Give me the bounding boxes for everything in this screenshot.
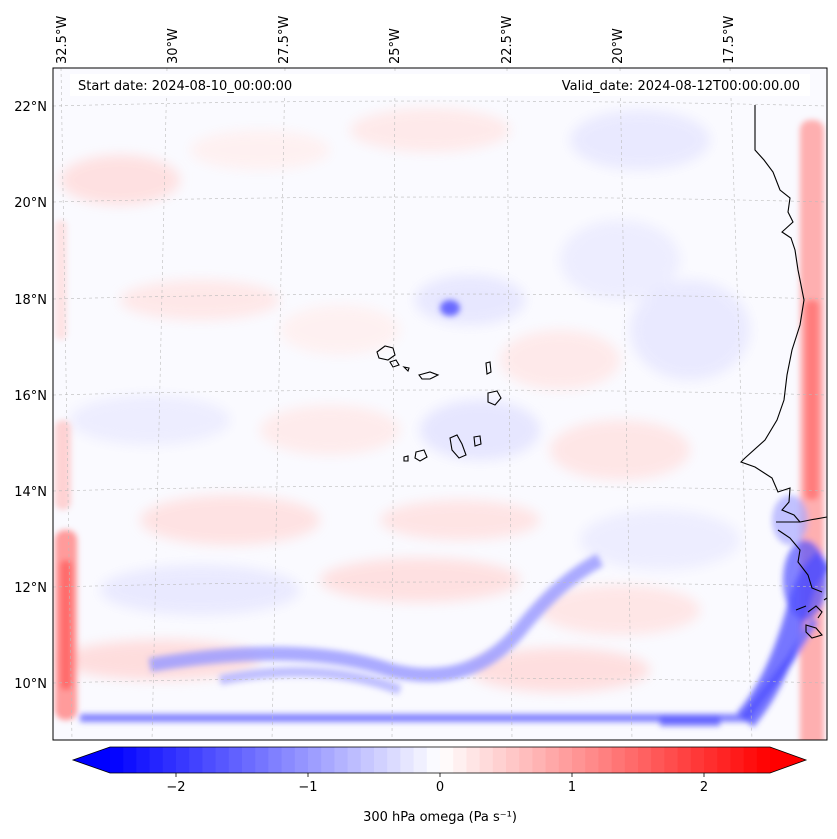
colorbar-segment xyxy=(717,747,731,773)
colorbar-segment xyxy=(730,747,744,773)
colorbar-segment xyxy=(743,747,758,773)
colorbar-segment xyxy=(347,747,362,773)
colorbar-segment xyxy=(585,747,599,773)
colorbar-segment xyxy=(136,747,150,773)
longitude-labels: 32.5°W 30°W 27.5°W 25°W 22.5°W 20°W 17.5… xyxy=(55,16,737,64)
colorbar-segment xyxy=(506,747,520,773)
valid-date-label: Valid_date: 2024-08-12T00:00:00.00 xyxy=(562,79,800,94)
colorbar-segment xyxy=(545,747,560,773)
colorbar-segment xyxy=(242,747,256,773)
colorbar-segment xyxy=(308,747,322,773)
colorbar-segment xyxy=(756,747,771,773)
island-maio xyxy=(473,435,482,447)
colorbar-segment xyxy=(651,747,665,773)
colorbar-extend-low xyxy=(73,747,110,773)
colorbar-segment xyxy=(598,747,612,773)
colorbar-segment xyxy=(123,747,137,773)
map-frame xyxy=(52,67,828,741)
colorbar-segment xyxy=(281,747,296,773)
lon-label-32-5w: 32.5°W xyxy=(55,16,70,64)
lon-label-25w: 25°W xyxy=(388,28,403,64)
africa-coastline xyxy=(739,105,827,639)
colorbar-tick-label: −2 xyxy=(166,780,185,795)
colorbar-segment xyxy=(413,747,428,773)
lon-label-30w: 30°W xyxy=(166,28,181,64)
colorbar-segment xyxy=(228,747,243,773)
lat-label-14n: 14°N xyxy=(14,485,47,500)
colorbar-segment xyxy=(426,747,441,773)
colorbar-segment xyxy=(624,747,639,773)
lat-label-16n: 16°N xyxy=(14,389,47,404)
colorbar-segment xyxy=(334,747,348,773)
colorbar-segment xyxy=(572,747,586,773)
start-date-label: Start date: 2024-08-10_00:00:00 xyxy=(78,79,292,94)
island-sao-nicolau xyxy=(418,371,440,380)
lat-label-18n: 18°N xyxy=(14,293,47,308)
colorbar-segment xyxy=(215,747,230,773)
colorbar-segment xyxy=(677,747,692,773)
colorbar-label: 300 hPa omega (Pa s⁻¹) xyxy=(363,810,517,825)
island-santo-antao xyxy=(376,345,396,361)
colorbar-segment xyxy=(374,747,388,773)
colorbar-segment xyxy=(202,747,216,773)
map-panel: Start date: 2024-08-10_00:00:00 Valid_da… xyxy=(53,68,827,740)
colorbar-segment xyxy=(532,747,546,773)
colorbar-extend-high xyxy=(770,747,806,773)
colorbar-segment xyxy=(466,747,480,773)
colorbar-segment xyxy=(664,747,678,773)
colorbar-segment xyxy=(519,747,533,773)
lon-label-22-5w: 22.5°W xyxy=(500,16,515,64)
colorbar-segment xyxy=(321,747,335,773)
colorbar-segment xyxy=(360,747,375,773)
colorbar-tick-label: 2 xyxy=(700,780,708,795)
lat-label-22n: 22°N xyxy=(14,100,47,115)
colorbar-tick-label: −1 xyxy=(298,780,317,795)
lon-label-17-5w: 17.5°W xyxy=(722,16,737,64)
colorbar-segment xyxy=(453,747,467,773)
colorbar-segment xyxy=(638,747,652,773)
colorbar-segments xyxy=(110,747,771,773)
colorbar-segment xyxy=(294,747,309,773)
lat-label-20n: 20°N xyxy=(14,196,47,211)
colorbar-segment xyxy=(479,747,494,773)
island-sao-vicente xyxy=(389,359,400,368)
lon-label-20w: 20°W xyxy=(611,28,626,64)
colorbar-segment xyxy=(400,747,414,773)
island-santa-luzia xyxy=(402,366,410,373)
colorbar-segment xyxy=(255,747,269,773)
colorbar-segment xyxy=(611,747,626,773)
colorbar: −2 −1 0 1 2 300 hPa omega (Pa s⁻¹) xyxy=(71,746,808,825)
colorbar-segment xyxy=(268,747,282,773)
island-fogo xyxy=(414,449,428,462)
colorbar-segment xyxy=(110,747,124,773)
colorbar-segment xyxy=(704,747,718,773)
lat-label-10n: 10°N xyxy=(14,677,47,692)
colorbar-segment xyxy=(176,747,190,773)
lat-label-12n: 12°N xyxy=(14,581,47,596)
colorbar-segment xyxy=(162,747,177,773)
island-boa-vista xyxy=(487,390,502,406)
colorbar-segment xyxy=(492,747,507,773)
colorbar-tick-label: 1 xyxy=(568,780,576,795)
colorbar-outline xyxy=(71,746,808,774)
header-strip xyxy=(70,74,810,96)
island-santiago xyxy=(449,434,467,459)
colorbar-segment xyxy=(558,747,573,773)
colorbar-segment xyxy=(440,747,454,773)
latitude-labels: 22°N 20°N 18°N 16°N 14°N 12°N 10°N xyxy=(14,100,47,692)
omega-strong-features xyxy=(55,120,827,740)
colorbar-segment xyxy=(387,747,401,773)
colorbar-tick-label: 0 xyxy=(436,780,444,795)
colorbar-segment xyxy=(189,747,203,773)
colorbar-segment xyxy=(149,747,164,773)
island-sal xyxy=(485,361,492,375)
gridlines xyxy=(53,68,827,740)
island-brava xyxy=(403,455,409,462)
colorbar-segment xyxy=(690,747,705,773)
lon-label-27-5w: 27.5°W xyxy=(277,16,292,64)
cape-verde-islands xyxy=(376,345,502,462)
colorbar-ticks: −2 −1 0 1 2 xyxy=(166,773,708,795)
omega-field xyxy=(60,108,750,692)
